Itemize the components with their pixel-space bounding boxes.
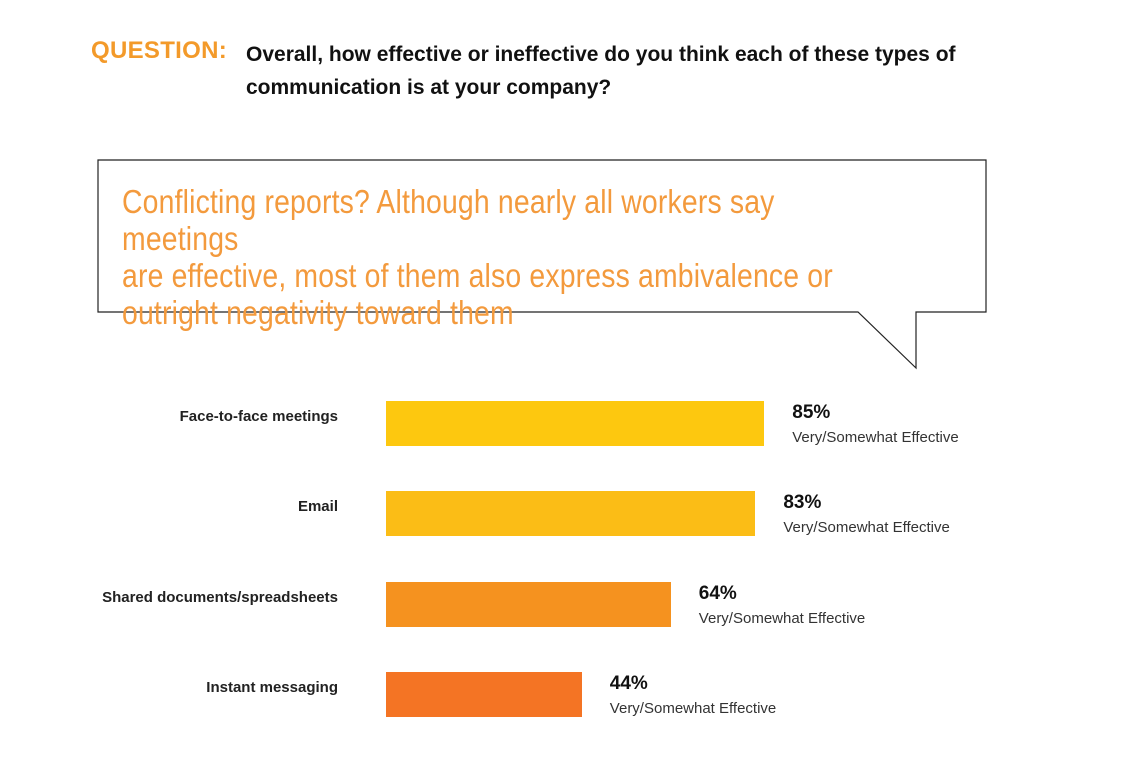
bar — [386, 672, 582, 717]
value-label: 85% — [792, 402, 831, 423]
bar — [386, 582, 671, 627]
bar — [386, 401, 765, 446]
value-label: 64% — [698, 583, 737, 604]
value-label: 83% — [783, 492, 822, 513]
question-label: QUESTION: — [91, 37, 228, 64]
category-label: Shared documents/spreadsheets — [102, 589, 338, 606]
callout-line-1: Conflicting reports? Although nearly all… — [122, 183, 775, 257]
category-label: Instant messaging — [206, 679, 338, 696]
question-text: Overall, how effective or ineffective do… — [246, 38, 1086, 104]
value-label: 44% — [609, 673, 648, 694]
bar — [386, 491, 756, 536]
callout-line-3: outright negativity toward them — [122, 294, 514, 331]
value-sublabel: Very/Somewhat Effective — [609, 700, 777, 717]
callout-line-2: are effective, most of them also express… — [122, 257, 833, 294]
question-line-2: communication is at your company? — [246, 76, 612, 99]
category-label: Email — [297, 498, 338, 515]
value-sublabel: Very/Somewhat Effective — [698, 610, 866, 627]
value-sublabel: Very/Somewhat Effective — [792, 429, 959, 446]
category-label: Face-to-face meetings — [179, 408, 338, 425]
question-line-1: Overall, how effective or ineffective do… — [246, 43, 956, 66]
callout-text: Conflicting reports? Although nearly all… — [122, 183, 853, 331]
value-sublabel: Very/Somewhat Effective — [783, 519, 950, 536]
